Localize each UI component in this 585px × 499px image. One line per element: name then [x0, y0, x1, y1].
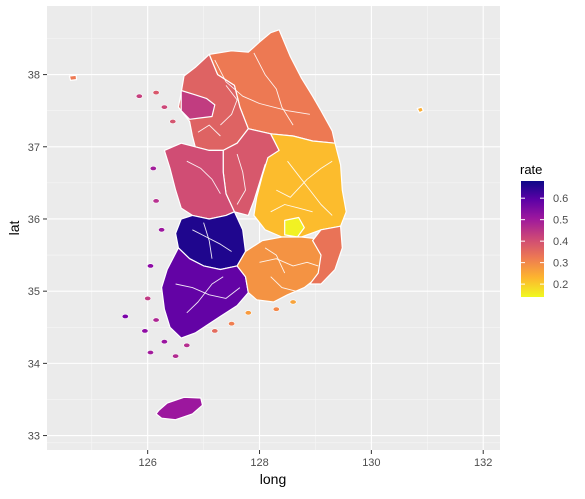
region-ulleungdo — [416, 106, 424, 114]
region-daegu — [284, 216, 305, 238]
island — [149, 165, 157, 171]
region-seoul-incheon — [180, 89, 216, 120]
subregion-border — [197, 124, 221, 137]
x-axis: 126 128 130 132 — [138, 450, 492, 469]
subregion-border — [192, 229, 232, 252]
x-tick-label: 130 — [362, 457, 380, 469]
island — [152, 198, 160, 204]
subregion-border — [253, 52, 294, 126]
subregion-border — [270, 204, 313, 213]
subregion-border — [220, 85, 238, 126]
island — [152, 317, 160, 323]
region-gyeongbuk — [253, 133, 347, 238]
subregion-borders — [175, 52, 333, 314]
region-busan-ulsan — [309, 225, 343, 285]
region-jeju — [155, 396, 204, 421]
subregion-border — [287, 160, 333, 216]
island — [158, 227, 166, 233]
x-tick-label: 132 — [474, 457, 492, 469]
region-islands-nw — [68, 74, 78, 81]
x-axis-label: long — [260, 471, 286, 487]
subregion-border — [175, 283, 241, 299]
subregion-border — [264, 247, 286, 274]
subregion-border — [214, 59, 310, 115]
island — [152, 90, 160, 96]
island — [121, 313, 129, 319]
y-tick-label: 33 — [28, 431, 40, 443]
island — [169, 119, 177, 125]
island — [244, 310, 252, 316]
island — [183, 342, 191, 348]
island — [228, 321, 236, 327]
legend-tick-label: 0.4 — [553, 236, 568, 248]
island — [147, 349, 155, 355]
x-tick-label: 126 — [138, 457, 156, 469]
y-tick-label: 38 — [28, 70, 40, 82]
subregion-border — [203, 222, 213, 259]
y-tick-label: 37 — [28, 142, 40, 154]
y-tick-label: 36 — [28, 214, 40, 226]
island — [144, 295, 152, 301]
y-axis-label: lat — [6, 221, 22, 236]
subregion-border — [276, 160, 333, 198]
legend-tick-label: 0.6 — [553, 193, 568, 205]
y-tick-label: 35 — [28, 286, 40, 298]
island — [172, 353, 180, 359]
island — [135, 93, 143, 99]
island — [272, 306, 280, 312]
legend-tick-label: 0.3 — [553, 258, 568, 270]
island — [141, 328, 149, 334]
regions-layer — [68, 29, 424, 421]
legend-colorbar — [521, 181, 544, 297]
subregion-border — [186, 276, 224, 314]
x-tick-label: 128 — [250, 457, 268, 469]
subregion-border — [270, 276, 297, 292]
legend-tick-label: 0.5 — [553, 215, 568, 227]
island — [160, 339, 168, 345]
island — [147, 263, 155, 269]
subregion-border — [186, 160, 221, 194]
island — [160, 104, 168, 110]
island — [211, 328, 219, 334]
subregion-border — [236, 153, 246, 205]
legend: rate 0.2 0.3 0.4 0.5 0.6 — [520, 162, 568, 297]
legend-ticks: 0.2 0.3 0.4 0.5 0.6 — [521, 193, 568, 291]
island — [289, 299, 297, 305]
y-tick-label: 34 — [28, 358, 40, 370]
legend-title: rate — [520, 162, 542, 177]
subregion-border — [259, 258, 319, 267]
legend-tick-label: 0.2 — [553, 279, 568, 291]
y-axis: 33 34 35 36 37 38 — [28, 70, 47, 443]
